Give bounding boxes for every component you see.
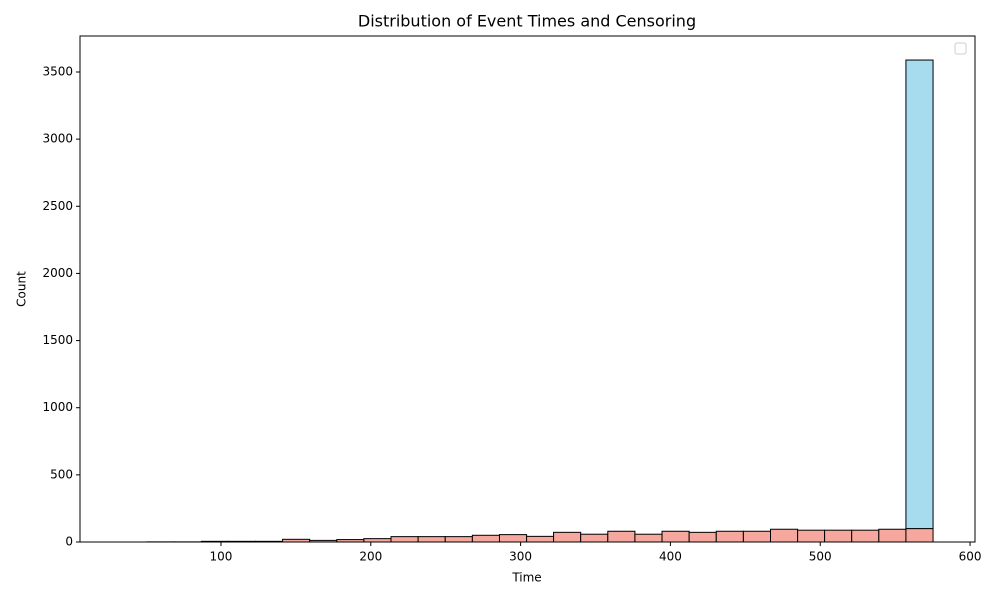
axes-frame — [79, 35, 976, 543]
histogram-bar — [770, 528, 799, 543]
x-tick-label: 200 — [359, 550, 382, 564]
x-tick-label: 300 — [509, 550, 532, 564]
histogram-bar — [553, 531, 582, 543]
y-tick-label: 3500 — [42, 64, 73, 78]
histogram-bar — [878, 528, 907, 543]
histogram-bar — [634, 533, 663, 543]
histogram-bar — [471, 534, 500, 543]
histogram-bar — [363, 538, 392, 543]
y-tick-label: 2000 — [42, 266, 73, 280]
legend-box — [954, 42, 967, 55]
y-tick-label: 1000 — [42, 400, 73, 414]
histogram-bar — [715, 530, 744, 543]
histogram-bar — [526, 535, 555, 543]
histogram-bar — [905, 528, 934, 543]
chart-title: Distribution of Event Times and Censorin… — [358, 12, 696, 31]
y-tick-label: 3000 — [42, 132, 73, 146]
y-tick-label: 0 — [65, 535, 73, 549]
y-axis-label: Count — [15, 271, 29, 307]
histogram-bar — [580, 533, 609, 543]
histogram-bar — [742, 530, 772, 543]
y-tick-label: 500 — [50, 467, 73, 481]
histogram-bar — [851, 529, 880, 543]
histogram-bar — [607, 530, 636, 543]
y-tick-label: 2500 — [42, 199, 73, 213]
histogram-bar — [390, 536, 419, 543]
histogram-bar — [797, 529, 826, 543]
y-tick-label: 1500 — [42, 333, 73, 347]
x-tick-label: 500 — [809, 550, 832, 564]
histogram-bar — [444, 536, 473, 543]
x-tick-label: 100 — [210, 550, 233, 564]
histogram-bar — [905, 59, 934, 530]
x-tick-label: 600 — [959, 550, 982, 564]
histogram-bar — [498, 534, 528, 543]
histogram-bar — [661, 530, 690, 543]
histogram-bar — [417, 536, 446, 543]
histogram-bar — [688, 531, 717, 543]
histogram-bar — [824, 529, 853, 543]
x-tick-label: 400 — [659, 550, 682, 564]
x-axis-label: Time — [511, 571, 541, 585]
